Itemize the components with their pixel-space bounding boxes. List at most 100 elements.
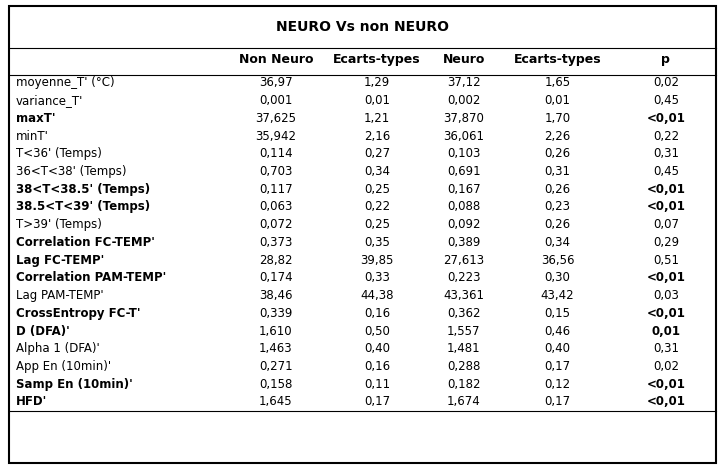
Text: 37,12: 37,12 [447, 76, 481, 90]
Text: 0,182: 0,182 [447, 378, 481, 391]
Text: 0,01: 0,01 [651, 325, 680, 338]
Text: 0,11: 0,11 [364, 378, 390, 391]
Text: 0,07: 0,07 [652, 218, 679, 231]
Text: 0,01: 0,01 [364, 94, 390, 107]
Text: 0,46: 0,46 [544, 325, 571, 338]
Text: 0,33: 0,33 [364, 272, 390, 284]
Text: 0,389: 0,389 [447, 236, 480, 249]
Text: 0,223: 0,223 [447, 272, 481, 284]
Text: 2,16: 2,16 [364, 129, 390, 143]
Text: 0,40: 0,40 [364, 342, 390, 355]
Text: 0,25: 0,25 [364, 183, 390, 196]
Text: 1,557: 1,557 [447, 325, 481, 338]
Text: 0,103: 0,103 [447, 147, 480, 160]
Text: 0,34: 0,34 [544, 236, 571, 249]
Text: 37,870: 37,870 [443, 112, 484, 125]
Text: 0,373: 0,373 [259, 236, 292, 249]
Text: <0,01: <0,01 [647, 183, 685, 196]
Text: <0,01: <0,01 [647, 272, 685, 284]
Text: 0,01: 0,01 [544, 94, 571, 107]
Text: 0,29: 0,29 [652, 236, 679, 249]
Text: 0,691: 0,691 [447, 165, 481, 178]
Text: NEURO Vs non NEURO: NEURO Vs non NEURO [276, 20, 449, 34]
Text: 0,072: 0,072 [259, 218, 293, 231]
Text: <0,01: <0,01 [647, 378, 685, 391]
Text: 0,02: 0,02 [652, 76, 679, 90]
Text: 0,23: 0,23 [544, 200, 571, 213]
Text: 0,271: 0,271 [259, 360, 293, 373]
Text: minT': minT' [16, 129, 49, 143]
Text: 43,42: 43,42 [541, 289, 574, 302]
Text: 0,31: 0,31 [544, 165, 571, 178]
Text: 0,40: 0,40 [544, 342, 571, 355]
Text: 0,25: 0,25 [364, 218, 390, 231]
Text: 0,26: 0,26 [544, 147, 571, 160]
Text: Correlation FC-TEMP': Correlation FC-TEMP' [16, 236, 154, 249]
Text: 0,167: 0,167 [447, 183, 481, 196]
Text: T<36' (Temps): T<36' (Temps) [16, 147, 102, 160]
Text: App En (10min)': App En (10min)' [16, 360, 111, 373]
Text: 0,16: 0,16 [364, 360, 390, 373]
Text: p: p [661, 53, 671, 66]
Text: 1,70: 1,70 [544, 112, 571, 125]
Text: 0,001: 0,001 [259, 94, 292, 107]
Text: 1,610: 1,610 [259, 325, 293, 338]
Text: 27,613: 27,613 [443, 254, 484, 267]
Text: 36,061: 36,061 [443, 129, 484, 143]
Text: 0,35: 0,35 [364, 236, 390, 249]
Text: <0,01: <0,01 [647, 395, 685, 408]
Text: 0,158: 0,158 [259, 378, 292, 391]
Text: 1,674: 1,674 [447, 395, 481, 408]
Text: Samp En (10min)': Samp En (10min)' [16, 378, 133, 391]
Text: 0,02: 0,02 [652, 360, 679, 373]
Text: moyenne_T' (°C): moyenne_T' (°C) [16, 76, 115, 90]
Text: Non Neuro: Non Neuro [239, 53, 313, 66]
Text: 0,114: 0,114 [259, 147, 293, 160]
Text: Alpha 1 (DFA)': Alpha 1 (DFA)' [16, 342, 99, 355]
Text: 0,50: 0,50 [364, 325, 390, 338]
Text: 0,17: 0,17 [364, 395, 390, 408]
Text: 0,31: 0,31 [652, 147, 679, 160]
Text: 0,174: 0,174 [259, 272, 293, 284]
Text: 1,65: 1,65 [544, 76, 571, 90]
Text: Neuro: Neuro [442, 53, 485, 66]
Text: 1,463: 1,463 [259, 342, 293, 355]
Text: 44,38: 44,38 [360, 289, 394, 302]
Text: 0,34: 0,34 [364, 165, 390, 178]
Text: 39,85: 39,85 [360, 254, 394, 267]
Text: 0,117: 0,117 [259, 183, 293, 196]
Text: 0,26: 0,26 [544, 183, 571, 196]
Text: 0,092: 0,092 [447, 218, 481, 231]
Text: variance_T': variance_T' [16, 94, 83, 107]
Text: 1,645: 1,645 [259, 395, 293, 408]
Text: 36,97: 36,97 [259, 76, 293, 90]
Text: 37,625: 37,625 [255, 112, 297, 125]
Text: <0,01: <0,01 [647, 307, 685, 320]
Text: D (DFA)': D (DFA)' [16, 325, 70, 338]
Text: 0,17: 0,17 [544, 395, 571, 408]
Text: 0,27: 0,27 [364, 147, 390, 160]
Text: 0,063: 0,063 [259, 200, 292, 213]
Text: 1,481: 1,481 [447, 342, 481, 355]
Text: 38,46: 38,46 [259, 289, 293, 302]
Text: CrossEntropy FC-T': CrossEntropy FC-T' [16, 307, 141, 320]
Text: 28,82: 28,82 [259, 254, 293, 267]
Text: 0,16: 0,16 [364, 307, 390, 320]
Text: 0,339: 0,339 [259, 307, 292, 320]
Text: 0,26: 0,26 [544, 218, 571, 231]
Text: 0,22: 0,22 [652, 129, 679, 143]
Text: Lag FC-TEMP': Lag FC-TEMP' [16, 254, 104, 267]
Text: 0,002: 0,002 [447, 94, 480, 107]
Text: 0,03: 0,03 [653, 289, 679, 302]
Text: 38<T<38.5' (Temps): 38<T<38.5' (Temps) [16, 183, 150, 196]
Text: 1,21: 1,21 [364, 112, 390, 125]
Text: <0,01: <0,01 [647, 112, 685, 125]
Text: 0,51: 0,51 [652, 254, 679, 267]
Text: 43,361: 43,361 [443, 289, 484, 302]
Text: Correlation PAM-TEMP': Correlation PAM-TEMP' [16, 272, 166, 284]
Text: 0,22: 0,22 [364, 200, 390, 213]
Text: 0,17: 0,17 [544, 360, 571, 373]
Text: 0,45: 0,45 [652, 94, 679, 107]
Text: 38.5<T<39' (Temps): 38.5<T<39' (Temps) [16, 200, 150, 213]
Text: maxT': maxT' [16, 112, 55, 125]
